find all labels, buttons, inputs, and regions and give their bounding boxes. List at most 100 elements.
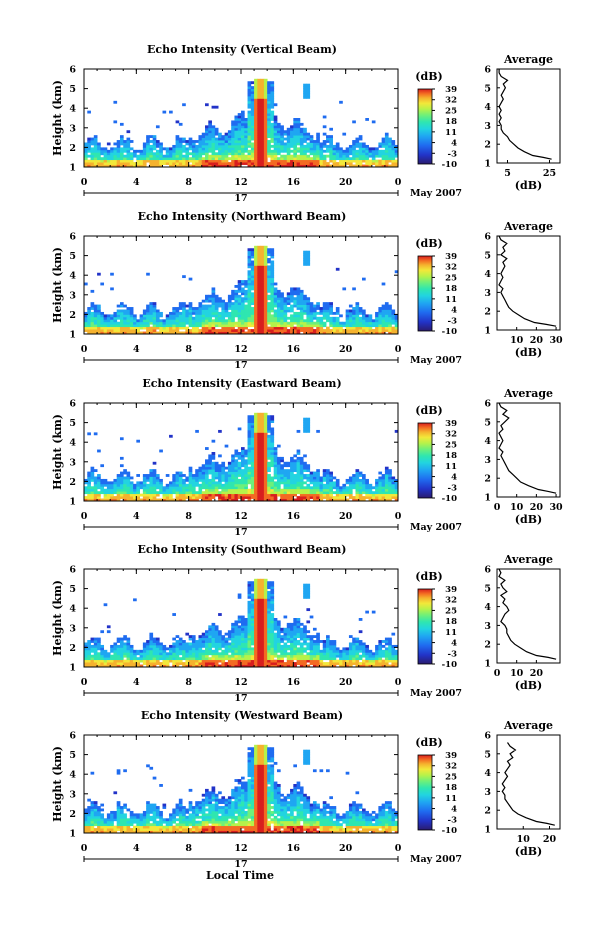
heatmap-cell xyxy=(290,481,294,485)
heatmap-cell xyxy=(234,157,239,161)
heatmap-cell xyxy=(211,659,216,663)
heatmap-cell xyxy=(133,326,137,330)
heatmap-cell xyxy=(218,496,222,499)
heatmap-cell xyxy=(263,287,268,291)
heatmap-cell xyxy=(198,471,203,475)
heatmap-cell xyxy=(162,162,167,165)
heatmap-cell xyxy=(352,149,356,153)
heatmap-cell xyxy=(306,157,311,161)
heatmap-cell xyxy=(244,127,248,131)
heatmap-cell xyxy=(169,321,173,325)
heatmap-cell xyxy=(152,331,157,335)
heatmap-cell xyxy=(254,321,258,325)
heatmap-cell xyxy=(90,654,95,658)
heatmap-cell xyxy=(250,432,255,436)
heatmap-cell xyxy=(358,316,363,320)
heatmap-cell xyxy=(97,154,101,158)
heatmap-cell xyxy=(116,654,121,658)
heatmap-cell xyxy=(172,637,176,641)
heatmap-cell xyxy=(224,149,229,153)
heatmap-cell xyxy=(93,314,98,318)
heatmap-cell xyxy=(178,324,183,328)
heatmap-cell xyxy=(257,285,262,288)
heatmap-cell xyxy=(352,309,356,313)
heatmap-cell xyxy=(211,478,216,482)
heatmap-cell xyxy=(139,654,144,658)
heatmap-cell xyxy=(185,140,190,143)
heatmap-cell xyxy=(348,331,353,335)
heatmap-cell xyxy=(312,496,317,499)
heatmap-cell xyxy=(332,491,337,495)
heatmap-cell xyxy=(205,491,209,495)
heatmap-cell xyxy=(129,159,134,163)
heatmap-cell xyxy=(375,159,379,163)
heatmap-cell xyxy=(247,285,252,288)
heatmap-cell xyxy=(182,491,186,495)
heatmap-cell xyxy=(293,314,297,318)
heatmap-cell xyxy=(273,292,278,296)
heatmap-cell xyxy=(126,144,131,148)
heatmap-cell xyxy=(276,481,281,485)
heatmap-cell xyxy=(378,321,383,325)
heatmap-cell xyxy=(254,427,258,431)
heatmap-cell xyxy=(375,488,379,492)
heatmap-cell xyxy=(201,654,206,658)
heatmap-cell xyxy=(136,498,140,502)
heatmap-cell xyxy=(270,132,275,136)
heatmap-cell xyxy=(119,324,124,328)
heatmap-cell xyxy=(316,162,320,165)
heatmap-cell xyxy=(87,483,91,487)
heatmap-cell xyxy=(388,154,392,158)
heatmap-cell xyxy=(375,164,379,168)
heatmap-cell xyxy=(280,471,284,475)
average-y-tick-label: 2 xyxy=(484,474,491,485)
heatmap-cell xyxy=(231,149,235,153)
heatmap-cell xyxy=(316,135,320,138)
heatmap-cell xyxy=(260,95,265,99)
heatmap-cell xyxy=(250,285,255,288)
heatmap-cell xyxy=(270,486,275,490)
heatmap-cell xyxy=(126,162,131,165)
heatmap-cell xyxy=(290,287,294,291)
heatmap-cell xyxy=(162,157,167,161)
heatmap-cell xyxy=(247,316,252,320)
heatmap-cell xyxy=(178,331,183,335)
heatmap-cell xyxy=(149,140,154,143)
heatmap-cell xyxy=(149,164,154,168)
heatmap-cell xyxy=(260,331,265,335)
heatmap-cell xyxy=(201,307,206,310)
heatmap-cell xyxy=(191,149,196,153)
heatmap-cell xyxy=(142,478,147,482)
heatmap-cell xyxy=(254,478,258,482)
heatmap-cell xyxy=(172,483,176,487)
heatmap-cell xyxy=(335,486,340,490)
heatmap-cell xyxy=(391,311,396,315)
heatmap-cell xyxy=(205,632,209,636)
heatmap-cell xyxy=(329,476,333,480)
heatmap-cell xyxy=(257,255,262,259)
heatmap-cell xyxy=(237,593,242,597)
heatmap-cell xyxy=(250,115,255,119)
heatmap-cell xyxy=(326,149,330,153)
heatmap-cell xyxy=(231,640,235,643)
heatmap-cell xyxy=(234,483,239,487)
heatmap-cell xyxy=(267,454,271,458)
heatmap-cell xyxy=(106,149,111,153)
heatmap-cell xyxy=(142,311,147,315)
heatmap-cell xyxy=(201,471,206,475)
colorbar-tick-label: 18 xyxy=(445,284,457,294)
heatmap-cell xyxy=(113,481,118,485)
heatmap-cell xyxy=(263,422,268,426)
heatmap-cell xyxy=(149,144,154,148)
heatmap-cell xyxy=(391,159,396,163)
heatmap-cell xyxy=(224,157,229,161)
heatmap-cell xyxy=(384,471,389,475)
heatmap-cell xyxy=(293,316,297,320)
heatmap-cell xyxy=(227,297,232,301)
heatmap-cell xyxy=(155,331,160,335)
heatmap-cell xyxy=(365,329,369,332)
heatmap-cell xyxy=(299,299,304,303)
heatmap-cell xyxy=(205,659,209,663)
heatmap-cell xyxy=(149,491,154,495)
heatmap-cell xyxy=(391,478,396,482)
